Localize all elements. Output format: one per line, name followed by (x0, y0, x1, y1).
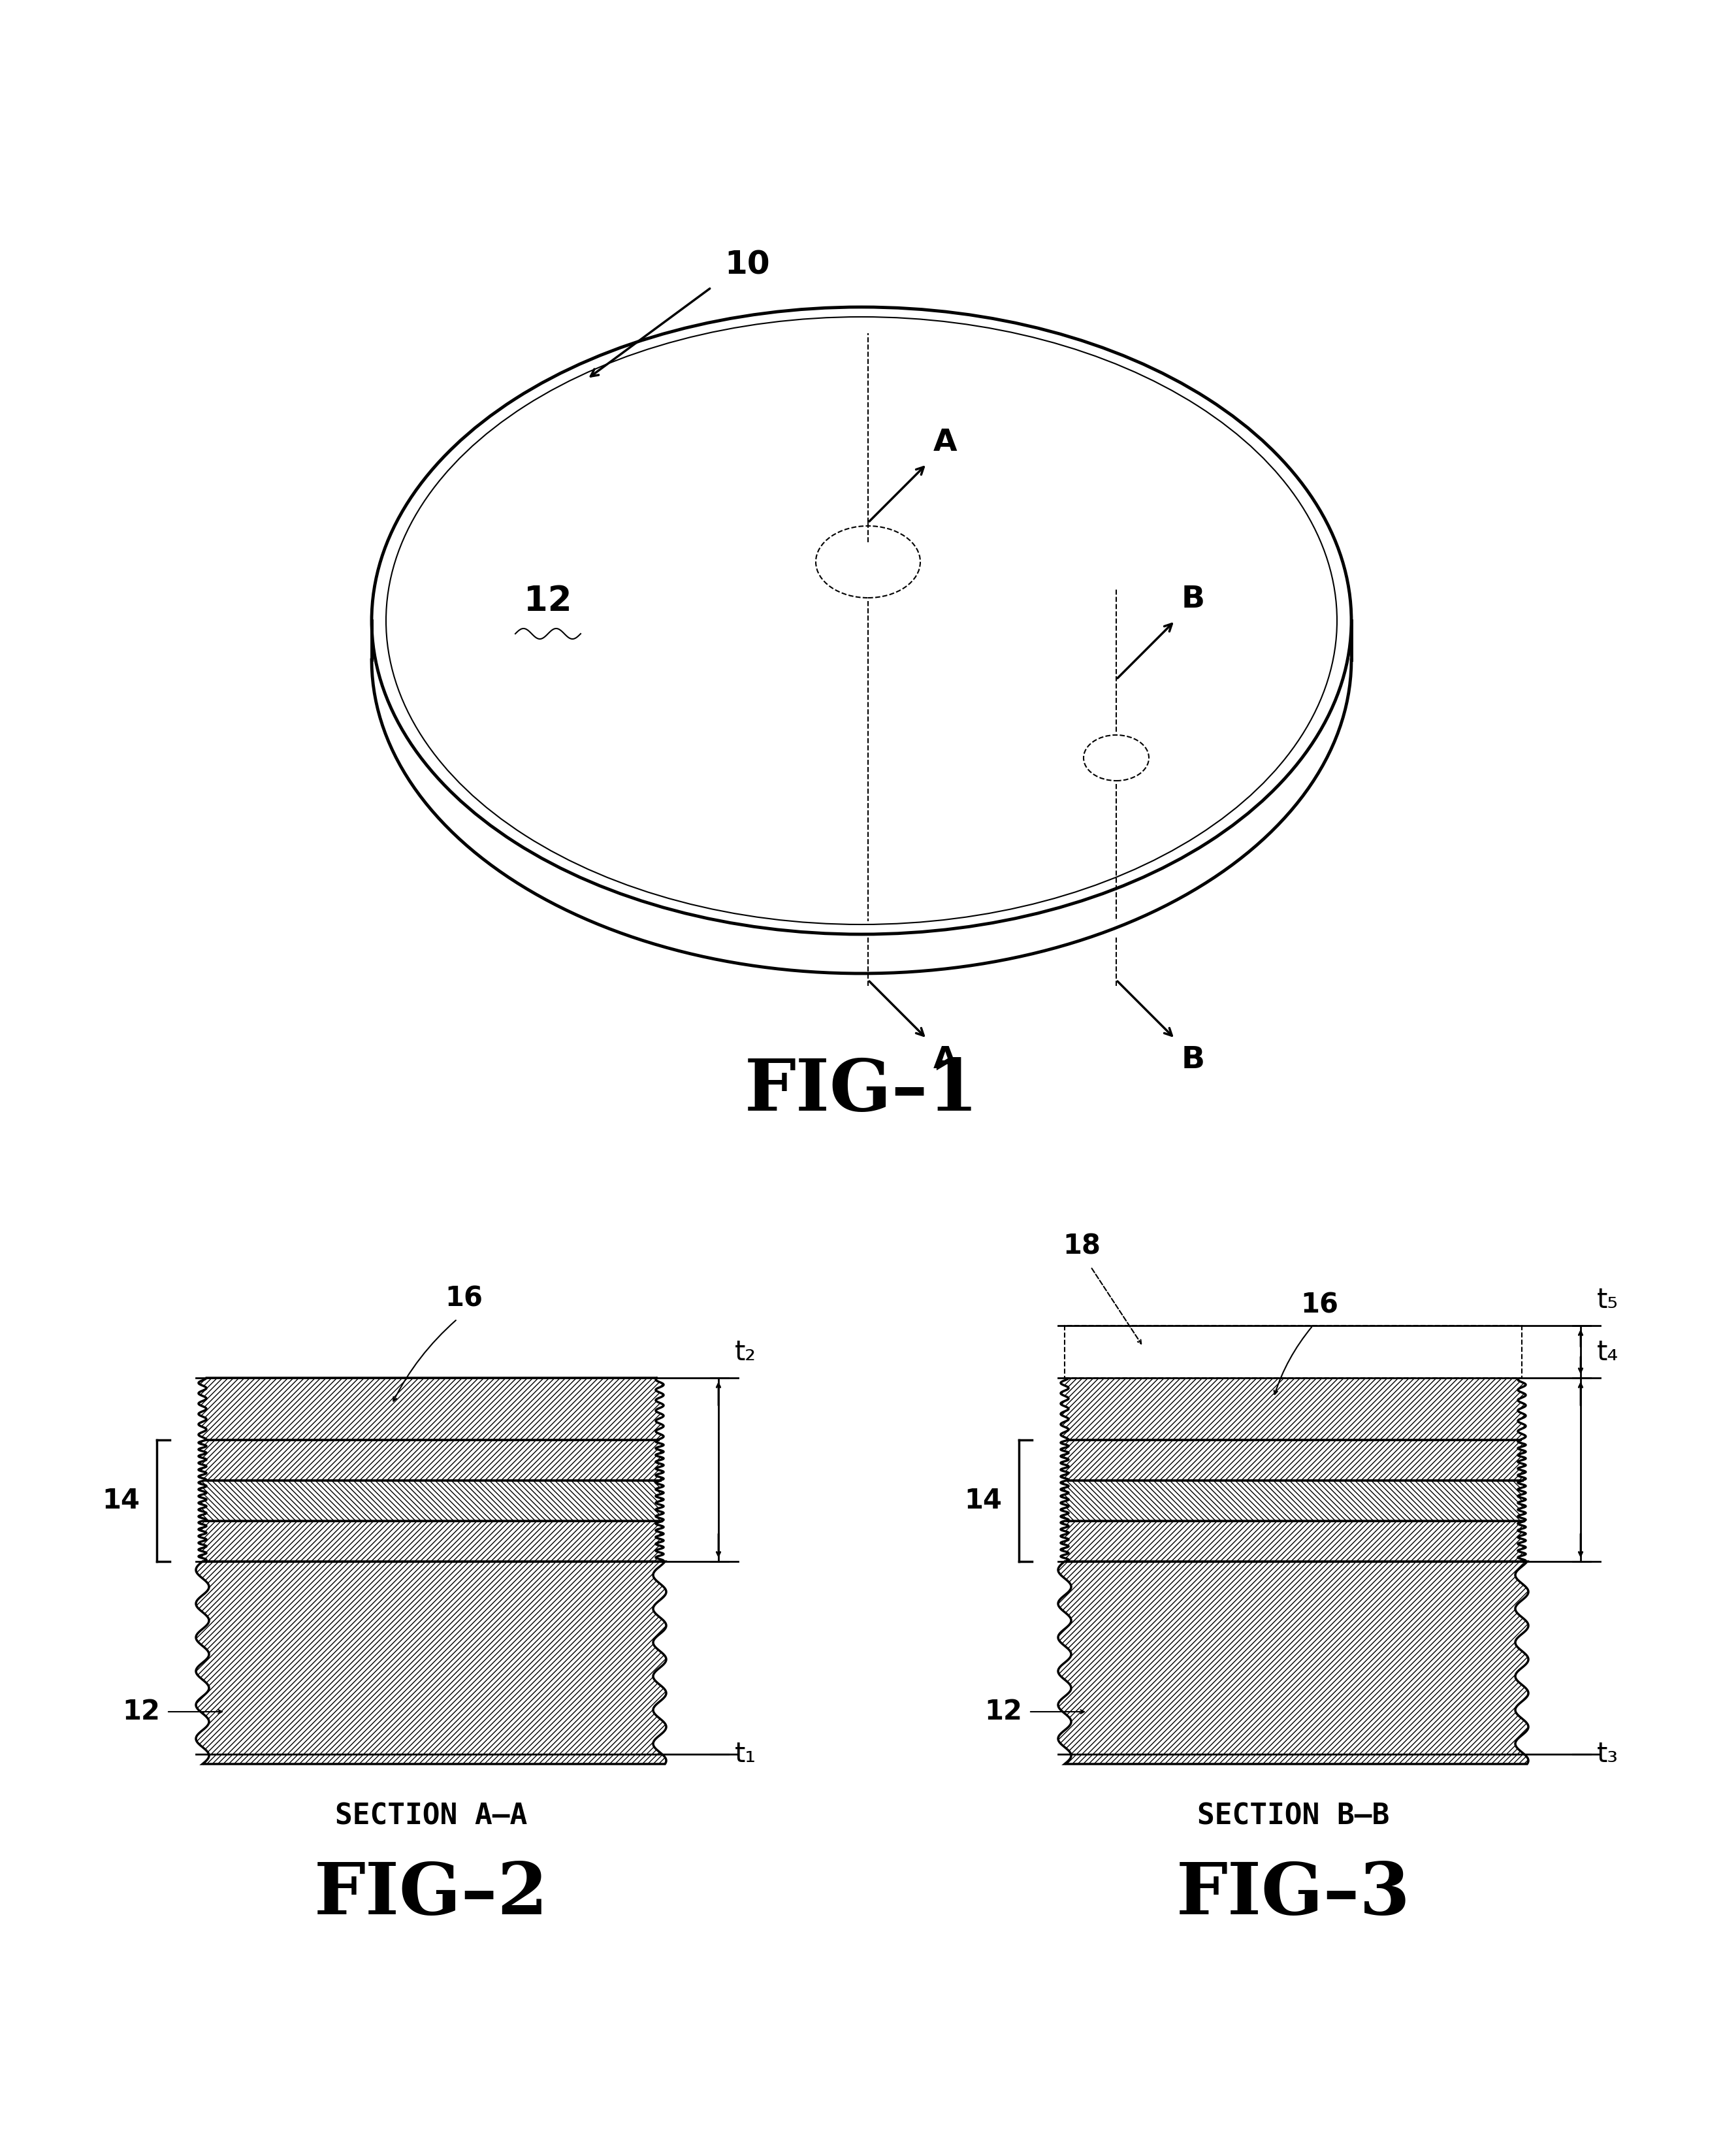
Ellipse shape (815, 526, 920, 597)
Polygon shape (1058, 1561, 1528, 1764)
Polygon shape (198, 1440, 663, 1481)
Polygon shape (198, 1481, 663, 1520)
Text: B: B (1182, 1046, 1204, 1074)
Text: 14: 14 (102, 1488, 140, 1514)
Polygon shape (196, 1561, 667, 1764)
Text: 18: 18 (1063, 1233, 1101, 1261)
Ellipse shape (1084, 735, 1149, 780)
Text: 10: 10 (724, 250, 770, 280)
Text: t₄: t₄ (1597, 1339, 1618, 1367)
Text: 12: 12 (122, 1699, 160, 1725)
Text: SECTION B–B: SECTION B–B (1197, 1802, 1389, 1830)
Ellipse shape (372, 306, 1351, 934)
Text: FIG–1: FIG–1 (744, 1056, 979, 1125)
Text: 12: 12 (524, 584, 572, 619)
Text: A: A (934, 427, 958, 457)
Polygon shape (1061, 1481, 1527, 1520)
Polygon shape (1061, 1520, 1527, 1561)
Text: SECTION A–A: SECTION A–A (334, 1802, 527, 1830)
Polygon shape (198, 1378, 663, 1440)
Text: A: A (934, 1046, 958, 1074)
Polygon shape (1061, 1440, 1527, 1481)
Text: 16: 16 (445, 1285, 482, 1313)
Text: FIG–3: FIG–3 (1177, 1861, 1411, 1930)
Text: t₅: t₅ (1597, 1287, 1618, 1313)
FancyBboxPatch shape (1065, 1326, 1521, 1378)
Text: t₂: t₂ (734, 1339, 756, 1367)
Polygon shape (1061, 1378, 1527, 1440)
Text: t₃: t₃ (1597, 1740, 1618, 1768)
Text: 16: 16 (1301, 1291, 1339, 1319)
Polygon shape (198, 1520, 663, 1561)
Text: B: B (1182, 584, 1204, 614)
Text: FIG–2: FIG–2 (314, 1861, 548, 1930)
Text: 14: 14 (965, 1488, 1001, 1514)
Text: 12: 12 (984, 1699, 1022, 1725)
Text: t₁: t₁ (734, 1740, 756, 1768)
